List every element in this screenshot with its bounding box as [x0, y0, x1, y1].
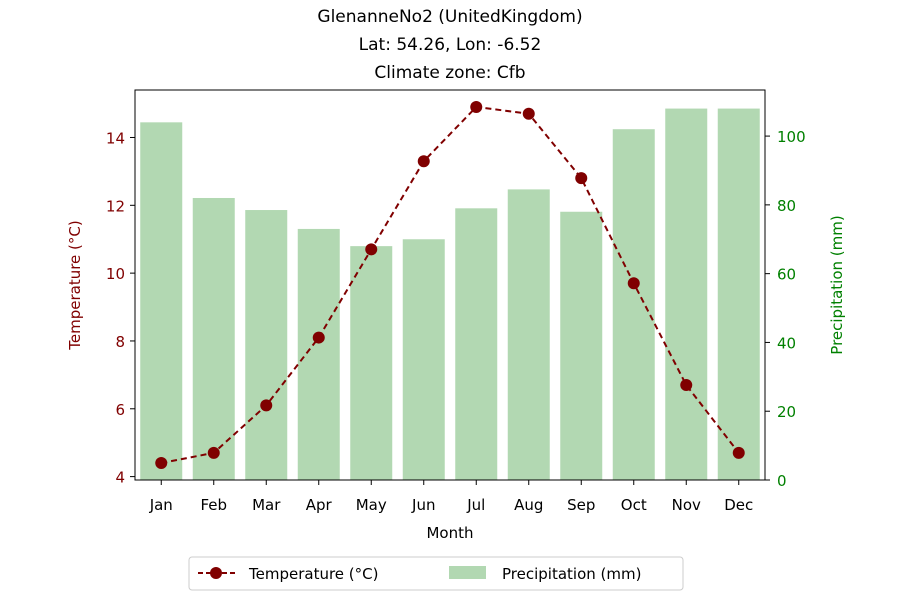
precipitation-bar-apr [297, 228, 340, 480]
temperature-point-jun [417, 155, 430, 168]
title-line-3: Climate zone: Cfb [374, 63, 525, 83]
temperature-axis-label: Temperature (°C) [66, 220, 84, 350]
temperature-tick-label: 6 [115, 401, 125, 419]
month-tick-label: Mar [252, 496, 281, 514]
month-tick-label: Jun [411, 496, 435, 514]
temperature-point-apr [312, 331, 325, 344]
chart-title: GlenanneNo2 (UnitedKingdom) Lat: 54.26, … [317, 7, 582, 83]
precipitation-bar-jul [455, 208, 498, 480]
title-line-1: GlenanneNo2 (UnitedKingdom) [317, 7, 582, 27]
month-tick-label: Aug [514, 496, 543, 514]
precipitation-bar-sep [560, 211, 603, 480]
month-tick-label: Dec [724, 496, 753, 514]
precipitation-tick-label: 80 [777, 197, 796, 215]
legend-precipitation-swatch [449, 566, 486, 579]
x-axis-label: Month [426, 524, 473, 542]
temperature-axis: 4 6 8 10 12 14 [106, 129, 135, 487]
precipitation-bar-mar [245, 210, 288, 480]
legend: Temperature (°C) Precipitation (mm) [188, 556, 684, 591]
precipitation-tick-label: 40 [777, 334, 796, 352]
precipitation-bar-oct [612, 129, 655, 480]
temperature-tick-label: 4 [115, 469, 125, 487]
precipitation-axis-label: Precipitation (mm) [828, 215, 846, 354]
temperature-tick-label: 10 [106, 265, 125, 283]
temperature-point-sep [575, 172, 588, 185]
month-tick-label: Sep [567, 496, 595, 514]
temperature-point-mar [260, 399, 273, 412]
temperature-point-nov [680, 379, 693, 392]
precipitation-tick-label: 100 [777, 128, 806, 146]
precipitation-bar-aug [507, 189, 550, 480]
month-tick-label: Feb [200, 496, 227, 514]
temperature-tick-label: 12 [106, 197, 125, 215]
month-axis: Jan Feb Mar Apr May Jun Jul Aug Sep Oct Nov Dec [149, 480, 753, 514]
temperature-point-jan [155, 457, 168, 470]
legend-precipitation-label: Precipitation (mm) [502, 565, 641, 583]
month-tick-label: Oct [621, 496, 647, 514]
temperature-point-oct [627, 277, 640, 290]
temperature-tick-label: 14 [106, 129, 125, 147]
month-tick-label: Jan [149, 496, 173, 514]
legend-box [188, 556, 684, 591]
title-line-2: Lat: 54.26, Lon: -6.52 [359, 35, 542, 55]
precipitation-bar-feb [192, 197, 235, 480]
precipitation-bar-may [350, 246, 393, 480]
temperature-point-jul [470, 100, 483, 113]
month-tick-label: Nov [672, 496, 701, 514]
temperature-series [155, 100, 745, 470]
temperature-point-aug [522, 107, 535, 120]
temperature-point-may [365, 243, 378, 256]
month-tick-label: Jul [466, 496, 485, 514]
plot-frame [134, 89, 766, 481]
precipitation-bar-jan [140, 122, 183, 481]
legend-temperature-marker [210, 567, 222, 579]
temperature-tick-label: 8 [115, 333, 125, 351]
temperature-point-dec [732, 446, 745, 459]
temperature-point-feb [207, 446, 220, 459]
precipitation-tick-label: 60 [777, 266, 796, 284]
precipitation-axis: 0 20 40 60 80 100 [765, 128, 806, 490]
month-tick-label: May [356, 496, 387, 514]
month-tick-label: Apr [306, 496, 333, 514]
precipitation-tick-label: 20 [777, 403, 796, 421]
legend-temperature-label: Temperature (°C) [248, 565, 378, 583]
precipitation-tick-label: 0 [777, 472, 787, 490]
precipitation-bar-jun [402, 239, 445, 480]
precipitation-bar-dec [717, 108, 760, 481]
precipitation-bars [140, 108, 760, 481]
temperature-line [161, 105, 740, 465]
precipitation-bar-nov [665, 108, 708, 481]
